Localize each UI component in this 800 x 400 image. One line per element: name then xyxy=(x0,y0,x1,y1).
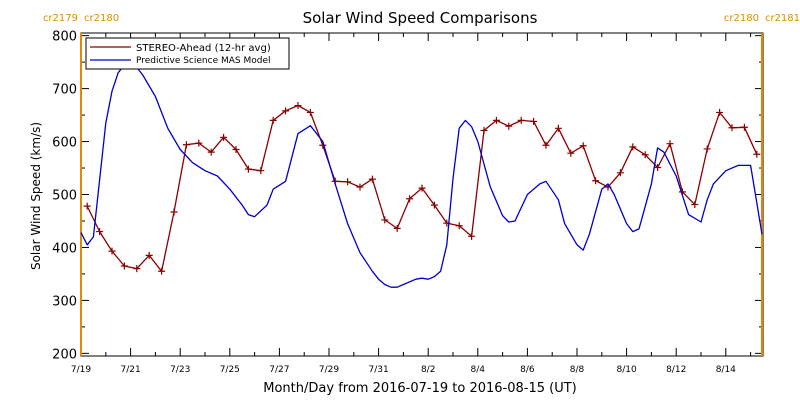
data-point-marker xyxy=(120,262,128,270)
y-tick-label: 200 xyxy=(52,347,77,362)
data-point-marker xyxy=(145,251,153,259)
data-point-marker xyxy=(182,141,190,149)
x-tick-label: 8/12 xyxy=(666,365,686,375)
chart-title: Solar Wind Speed Comparisons xyxy=(303,9,538,27)
data-point-marker xyxy=(616,169,624,177)
x-tick-label: 8/8 xyxy=(570,365,585,375)
x-tick-label: 7/29 xyxy=(319,365,339,375)
data-point-marker xyxy=(703,145,711,153)
carrington-rotation-markers xyxy=(80,33,763,356)
data-point-marker xyxy=(753,150,761,158)
y-tick-label: 400 xyxy=(52,241,77,256)
data-point-marker xyxy=(418,184,426,192)
x-tick-label: 7/31 xyxy=(368,365,388,375)
data-point-marker xyxy=(257,167,265,175)
data-point-marker xyxy=(282,107,290,115)
data-point-marker xyxy=(567,149,575,157)
series-layer xyxy=(80,64,763,288)
data-point-marker xyxy=(368,175,376,183)
data-point-marker xyxy=(393,224,401,232)
data-point-marker xyxy=(158,267,166,275)
x-tick-label: 8/2 xyxy=(421,365,435,375)
plot-frame xyxy=(80,32,764,357)
x-axis-label: Month/Day from 2016-07-19 to 2016-08-15 … xyxy=(263,381,576,396)
data-point-marker xyxy=(505,122,513,130)
x-tick-label: 7/25 xyxy=(220,365,240,375)
data-point-marker xyxy=(269,116,277,124)
x-tick-label: 8/6 xyxy=(520,365,535,375)
x-tick-label: 7/27 xyxy=(269,365,289,375)
legend: STEREO-Ahead (12-hr avg) Predictive Scie… xyxy=(85,37,290,70)
carrington-labels: cr2179 cr2180 cr2180 cr2181 xyxy=(43,13,800,24)
x-tick-label: 8/14 xyxy=(716,365,736,375)
carrington-label-right: cr2180 xyxy=(84,13,119,24)
data-point-marker xyxy=(96,228,104,236)
data-point-marker xyxy=(170,208,178,216)
data-point-marker xyxy=(356,183,364,191)
data-point-marker xyxy=(133,265,141,273)
data-point-marker xyxy=(666,140,674,148)
x-tick-label: 7/19 xyxy=(71,365,91,375)
carrington-label-left: cr2179 xyxy=(43,13,78,24)
data-point-marker xyxy=(530,117,538,125)
x-tick-label: 8/4 xyxy=(471,365,486,375)
x-tick-label: 7/21 xyxy=(120,365,140,375)
data-point-marker xyxy=(641,151,649,159)
data-point-marker xyxy=(740,123,748,131)
data-point-marker xyxy=(220,133,228,141)
data-point-marker xyxy=(542,141,550,149)
y-tick-label: 300 xyxy=(52,294,77,309)
data-point-marker xyxy=(468,232,476,240)
data-point-marker xyxy=(381,216,389,224)
data-point-marker xyxy=(716,108,724,116)
data-point-marker xyxy=(691,201,699,209)
legend-label-mas: Predictive Science MAS Model xyxy=(136,56,271,66)
y-tick-label: 700 xyxy=(52,83,77,98)
legend-box xyxy=(85,37,290,70)
legend-label-stereo: STEREO-Ahead (12-hr avg) xyxy=(136,43,271,54)
data-point-marker xyxy=(108,247,116,255)
data-point-marker xyxy=(554,124,562,132)
y-tick-label: 500 xyxy=(52,189,77,204)
data-point-marker xyxy=(455,222,463,230)
data-point-marker xyxy=(195,139,203,147)
x-tick-label: 8/10 xyxy=(616,365,636,375)
y-tick-label: 600 xyxy=(52,136,77,151)
carrington-label-left: cr2180 xyxy=(724,13,759,24)
x-tick-label: 7/23 xyxy=(170,365,190,375)
y-tick-label: 800 xyxy=(52,30,77,45)
data-point-marker xyxy=(83,202,91,210)
data-point-marker xyxy=(492,116,500,124)
data-point-marker xyxy=(406,195,414,203)
data-point-marker xyxy=(728,124,736,132)
data-point-marker xyxy=(480,126,488,134)
data-point-marker xyxy=(244,165,252,173)
x-axis: 7/19 7/21 7/23 7/25 7/27 7/29 7/31 8/2 8/4 8/6 8/8… xyxy=(71,33,752,375)
y-axis-label: Solar Wind Speed (km/s) xyxy=(29,122,43,270)
data-point-marker xyxy=(294,102,302,110)
data-point-marker xyxy=(517,116,525,124)
data-point-marker xyxy=(207,148,215,156)
data-point-marker xyxy=(232,145,240,153)
y-axis: 200 300 400 500 600 700 800 xyxy=(52,30,763,362)
data-point-marker xyxy=(579,142,587,150)
data-point-marker xyxy=(306,108,314,116)
data-point-marker xyxy=(654,163,662,171)
carrington-label-right: cr2181 xyxy=(765,13,800,24)
data-point-marker xyxy=(629,143,637,151)
data-point-marker xyxy=(430,201,438,209)
data-point-marker xyxy=(592,177,600,185)
series-line-mas xyxy=(80,64,763,288)
data-point-marker xyxy=(344,178,352,186)
